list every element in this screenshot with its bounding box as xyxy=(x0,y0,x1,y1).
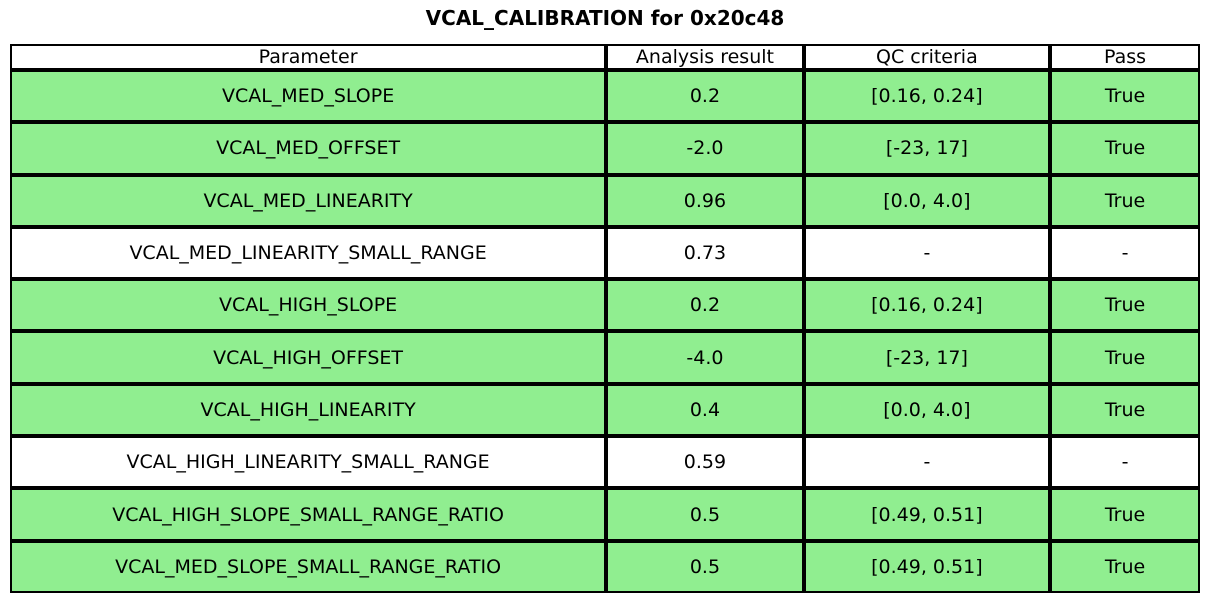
column-header-parameter: Parameter xyxy=(10,44,607,70)
column-header-analysis-result: Analysis result xyxy=(606,44,804,70)
cell-parameter: VCAL_HIGH_LINEARITY_SMALL_RANGE xyxy=(10,436,607,489)
cell-qc-criteria: [0.0, 4.0] xyxy=(803,383,1051,437)
cell-qc-criteria: [-23, 17] xyxy=(803,122,1051,175)
cell-analysis-result: -2.0 xyxy=(606,122,804,175)
cell-pass: True xyxy=(1050,488,1200,541)
table-row: VCAL_MED_LINEARITY_SMALL_RANGE 0.73 - - xyxy=(10,226,1200,280)
cell-pass: True xyxy=(1050,70,1200,123)
cell-parameter: VCAL_MED_LINEARITY xyxy=(10,174,607,227)
cell-qc-criteria: [0.0, 4.0] xyxy=(803,174,1051,227)
cell-pass: - xyxy=(1050,436,1200,489)
cell-pass: True xyxy=(1050,279,1200,332)
header-row: Parameter Analysis result QC criteria Pa… xyxy=(10,44,1200,70)
cell-pass: True xyxy=(1050,383,1200,437)
figure-title: VCAL_CALIBRATION for 0x20c48 xyxy=(425,6,785,30)
qc-results-table: Parameter Analysis result QC criteria Pa… xyxy=(10,44,1200,593)
table-row: VCAL_MED_SLOPE 0.2 [0.16, 0.24] True xyxy=(10,70,1200,123)
cell-parameter: VCAL_MED_SLOPE xyxy=(10,70,607,123)
table-row: VCAL_MED_LINEARITY 0.96 [0.0, 4.0] True xyxy=(10,174,1200,227)
cell-pass: True xyxy=(1050,540,1200,593)
cell-pass: True xyxy=(1050,174,1200,227)
cell-pass: - xyxy=(1050,226,1200,280)
cell-analysis-result: 0.96 xyxy=(606,174,804,227)
column-header-qc-criteria: QC criteria xyxy=(803,44,1051,70)
cell-qc-criteria: [-23, 17] xyxy=(803,331,1051,384)
column-header-pass: Pass xyxy=(1050,44,1200,70)
cell-qc-criteria: [0.49, 0.51] xyxy=(803,488,1051,541)
cell-pass: True xyxy=(1050,331,1200,384)
cell-qc-criteria: [0.16, 0.24] xyxy=(803,279,1051,332)
cell-parameter: VCAL_MED_LINEARITY_SMALL_RANGE xyxy=(10,226,607,280)
cell-parameter: VCAL_MED_SLOPE_SMALL_RANGE_RATIO xyxy=(10,540,607,593)
cell-parameter: VCAL_HIGH_SLOPE_SMALL_RANGE_RATIO xyxy=(10,488,607,541)
table-row: VCAL_HIGH_OFFSET -4.0 [-23, 17] True xyxy=(10,331,1200,384)
cell-qc-criteria: - xyxy=(803,436,1051,489)
table-row: VCAL_HIGH_LINEARITY_SMALL_RANGE 0.59 - - xyxy=(10,436,1200,489)
cell-analysis-result: 0.59 xyxy=(606,436,804,489)
cell-pass: True xyxy=(1050,122,1200,175)
cell-analysis-result: 0.73 xyxy=(606,226,804,280)
cell-parameter: VCAL_MED_OFFSET xyxy=(10,122,607,175)
table-row: VCAL_HIGH_LINEARITY 0.4 [0.0, 4.0] True xyxy=(10,383,1200,437)
cell-qc-criteria: [0.16, 0.24] xyxy=(803,70,1051,123)
cell-parameter: VCAL_HIGH_LINEARITY xyxy=(10,383,607,437)
cell-qc-criteria: - xyxy=(803,226,1051,280)
table-row: VCAL_HIGH_SLOPE 0.2 [0.16, 0.24] True xyxy=(10,279,1200,332)
cell-analysis-result: -4.0 xyxy=(606,331,804,384)
cell-analysis-result: 0.5 xyxy=(606,540,804,593)
cell-analysis-result: 0.5 xyxy=(606,488,804,541)
cell-parameter: VCAL_HIGH_OFFSET xyxy=(10,331,607,384)
cell-analysis-result: 0.2 xyxy=(606,70,804,123)
table-row: VCAL_MED_OFFSET -2.0 [-23, 17] True xyxy=(10,122,1200,175)
table-row: VCAL_MED_SLOPE_SMALL_RANGE_RATIO 0.5 [0.… xyxy=(10,540,1200,593)
table-row: VCAL_HIGH_SLOPE_SMALL_RANGE_RATIO 0.5 [0… xyxy=(10,488,1200,541)
cell-parameter: VCAL_HIGH_SLOPE xyxy=(10,279,607,332)
cell-analysis-result: 0.4 xyxy=(606,383,804,437)
cell-qc-criteria: [0.49, 0.51] xyxy=(803,540,1051,593)
cell-analysis-result: 0.2 xyxy=(606,279,804,332)
